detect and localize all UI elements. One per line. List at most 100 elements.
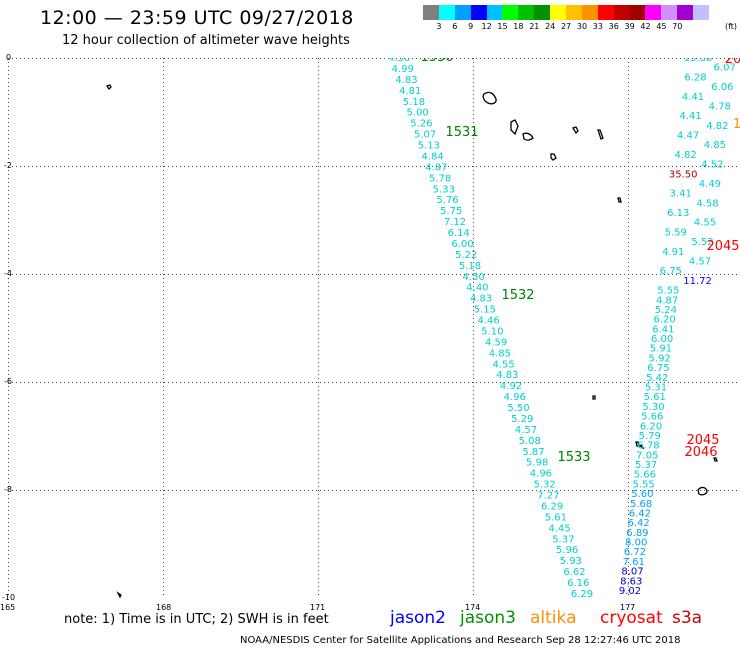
wave-height-label: 6.14 <box>448 228 470 239</box>
wave-height-label: 5.18 <box>459 261 481 272</box>
map-svg: 4.364.994.834.815.185.005.265.075.134.84… <box>8 50 740 600</box>
island-outline <box>105 84 112 91</box>
wave-height-label: 5.55 <box>657 286 679 297</box>
wave-height-label: 4.36 <box>388 58 410 64</box>
wave-height-label: 5.55 <box>632 479 654 490</box>
island-outline <box>697 486 708 496</box>
wave-height-label: 6.13 <box>667 208 689 219</box>
wave-height-label: 4.46 <box>477 316 499 327</box>
wave-height-label: 5.31 <box>645 382 667 393</box>
color-scale-label: 15 <box>497 22 508 31</box>
wave-height-label: 4.50 <box>463 272 485 283</box>
island-outline <box>522 132 534 141</box>
island-outline <box>116 591 122 599</box>
color-scale-labels: 3 6 9 12 15 18 21 24 27 30 33 36 39 42 45 70 <box>423 22 685 31</box>
wave-height-label: 4.82 <box>675 150 697 161</box>
wave-height-label: 4.41 <box>682 92 704 103</box>
wave-height-label: 6.42 <box>628 518 650 529</box>
color-swatch <box>693 5 710 20</box>
page-title: 12:00 — 23:59 UTC 09/27/2018 <box>40 7 354 29</box>
color-scale-label: 30 <box>576 22 588 31</box>
wave-height-label: 4.92 <box>500 381 522 392</box>
wave-height-label: 5.78 <box>429 173 451 184</box>
wave-height-label: 5.37 <box>635 460 657 471</box>
color-scale-label: 6 <box>452 22 458 31</box>
pass-number-label: 1 <box>733 117 740 132</box>
color-swatch <box>423 5 439 20</box>
wave-height-label: 5.42 <box>646 373 668 384</box>
wave-height-label: 4.81 <box>399 86 421 97</box>
wave-height-label: 5.24 <box>655 305 677 316</box>
wave-height-label: 5.98 <box>526 458 548 469</box>
island-outline <box>572 126 579 135</box>
color-swatch <box>566 5 582 20</box>
wave-height-label: 6.42 <box>629 508 651 519</box>
lon-tick-label: 168 <box>156 603 172 612</box>
color-scale-label: 36 <box>608 22 619 31</box>
wave-height-label: 4.49 <box>699 179 721 190</box>
wave-height-label: 4.52 <box>701 160 723 171</box>
color-swatch <box>534 5 551 20</box>
lat-tick-label: -8 <box>4 485 12 494</box>
wave-height-label: 5.30 <box>642 402 664 413</box>
wave-height-label: 6.00 <box>451 239 473 250</box>
lat-tick-label: -10 <box>2 593 16 602</box>
wave-height-label: 4.84 <box>421 151 443 162</box>
credit-line: NOAA/NESDIS Center for Satellite Applica… <box>240 635 681 646</box>
wave-height-label: 3.41 <box>670 189 692 200</box>
wave-height-label: 6.07 <box>714 63 736 74</box>
lon-tick-label: 165 <box>0 603 16 612</box>
wave-height-label: 4.87 <box>425 162 447 173</box>
wave-height-label: 6.75 <box>647 363 669 374</box>
island-outline <box>617 197 622 203</box>
lat-tick-label: -2 <box>4 161 12 170</box>
wave-height-label: 5.10 <box>481 326 503 337</box>
wave-height-label: 5.79 <box>639 431 661 442</box>
wave-height-label: 5.66 <box>634 470 656 481</box>
wave-height-label: 4.83 <box>496 370 518 381</box>
island-outline <box>550 153 557 161</box>
wave-height-label: 6.16 <box>567 578 589 589</box>
color-swatch <box>486 5 503 20</box>
wave-height-label: 5.76 <box>436 195 458 206</box>
color-scale-label: 33 <box>592 22 603 31</box>
satellite-label-altika: altika <box>530 608 577 628</box>
wave-height-label: 4.96 <box>504 392 526 403</box>
wave-height-label: 5.68 <box>630 499 652 510</box>
island-outline <box>510 119 519 136</box>
pass-number-label: 2045 <box>706 239 739 254</box>
wave-height-label: 11.72 <box>683 276 712 287</box>
color-swatch <box>645 5 662 20</box>
wave-height-label: 6.78 <box>637 441 659 452</box>
pass-number-label: 2045 <box>686 433 719 448</box>
satellite-label-s3a: s3a <box>672 608 703 628</box>
wave-height-label: 4.83 <box>470 294 492 305</box>
wave-height-label: 7.27 <box>537 491 559 502</box>
wave-height-label: 6.29 <box>571 589 593 598</box>
wave-height-label: 4.87 <box>656 295 678 306</box>
wave-height-label: 8.63 <box>620 576 642 587</box>
color-scale-spacer <box>423 22 431 31</box>
wave-height-label: 4.41 <box>679 111 701 122</box>
wave-height-label: 5.29 <box>511 414 533 425</box>
wave-height-label: 4.40 <box>466 283 488 294</box>
wave-height-label: 6.89 <box>626 528 648 539</box>
wave-height-label: 4.99 <box>392 64 414 75</box>
wave-height-label: 5.59 <box>665 227 687 238</box>
color-scale-label: 18 <box>513 22 524 31</box>
color-scale-label: 9 <box>468 22 474 31</box>
wave-height-label: 4.85 <box>489 348 511 359</box>
wave-height-label: 4.45 <box>548 523 570 534</box>
lon-tick-label: 171 <box>310 603 326 612</box>
satellite-label-jason3: jason3 <box>460 608 516 628</box>
island-outline <box>482 91 497 105</box>
wave-height-label: 6.28 <box>684 72 706 83</box>
color-scale-unit: (ft) <box>725 22 738 31</box>
color-swatch <box>454 5 471 20</box>
wave-height-label: 4.85 <box>704 140 726 151</box>
satellite-label-jason2: jason2 <box>390 608 446 628</box>
wave-height-label: 6.41 <box>652 324 674 335</box>
pass-number-label: 1532 <box>501 288 534 303</box>
color-swatch <box>613 5 630 20</box>
color-swatch <box>677 5 694 20</box>
